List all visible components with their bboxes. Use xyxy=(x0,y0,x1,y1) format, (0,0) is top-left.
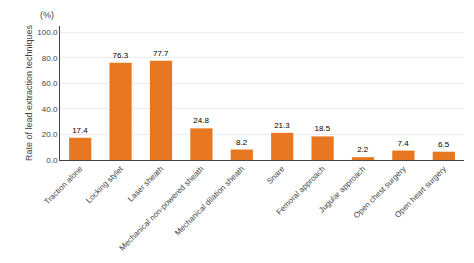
svg-text:Open chest surgery: Open chest surgery xyxy=(352,164,408,220)
svg-text:(%): (%) xyxy=(40,10,54,20)
svg-text:77.7: 77.7 xyxy=(153,49,169,58)
svg-text:7.4: 7.4 xyxy=(398,139,410,148)
svg-text:18.5: 18.5 xyxy=(315,124,331,133)
svg-text:Jugular approach: Jugular approach xyxy=(317,164,367,214)
svg-text:Mechanical non-powered sheath: Mechanical non-powered sheath xyxy=(118,164,206,252)
svg-text:Locking stylet: Locking stylet xyxy=(84,164,125,205)
svg-text:24.8: 24.8 xyxy=(193,116,209,125)
svg-text:20.0: 20.0 xyxy=(42,130,58,139)
svg-text:6.5: 6.5 xyxy=(438,140,450,149)
svg-text:Femoral approach: Femoral approach xyxy=(275,164,327,216)
svg-text:40.0: 40.0 xyxy=(42,105,58,114)
svg-text:76.3: 76.3 xyxy=(113,51,129,60)
svg-text:Open heart surgery: Open heart surgery xyxy=(393,164,448,219)
svg-text:80.0: 80.0 xyxy=(42,54,58,63)
svg-text:17.4: 17.4 xyxy=(72,126,88,135)
svg-text:Traction alone: Traction alone xyxy=(42,164,84,206)
svg-text:Snare: Snare xyxy=(265,164,287,186)
svg-text:2.2: 2.2 xyxy=(357,145,369,154)
svg-text:8.2: 8.2 xyxy=(236,138,248,147)
svg-text:100.0: 100.0 xyxy=(37,28,58,37)
svg-text:Rate of lead extraction techni: Rate of lead extraction techniques xyxy=(24,24,34,161)
svg-text:Laser sheath: Laser sheath xyxy=(126,164,165,203)
svg-text:0.0: 0.0 xyxy=(46,156,58,165)
svg-text:Mechanical dilation sheath: Mechanical dilation sheath xyxy=(173,164,246,237)
svg-text:21.3: 21.3 xyxy=(274,121,290,130)
svg-text:60.0: 60.0 xyxy=(42,79,58,88)
